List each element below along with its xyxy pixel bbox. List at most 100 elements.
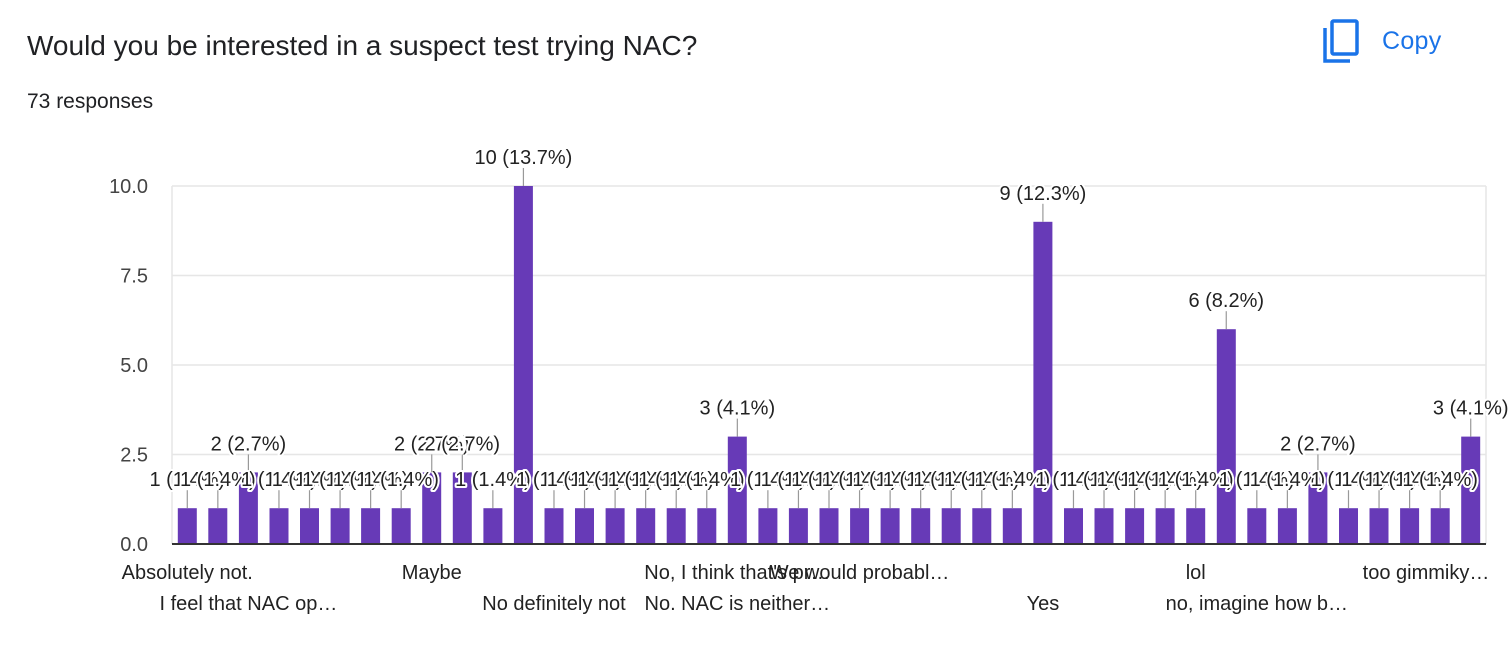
y-tick-label: 2.5 — [120, 445, 148, 467]
chart-bars — [177, 186, 1481, 545]
bar — [177, 508, 197, 544]
y-tick-label: 0.0 — [120, 534, 148, 556]
bar — [1216, 329, 1236, 544]
bar — [483, 508, 503, 544]
bar — [208, 508, 228, 544]
data-label: 10 (13.7%) — [474, 147, 572, 169]
bar — [941, 508, 961, 544]
bar — [300, 508, 319, 544]
x-category-label: We would probabl… — [770, 562, 950, 584]
data-label: 1 (1.4%) — [272, 469, 348, 491]
data-label: 2 (2.7%) — [394, 433, 470, 455]
bar — [1033, 221, 1053, 545]
bar — [330, 508, 350, 544]
data-label: 1 (1.4%) — [913, 469, 989, 491]
data-label: 1 (1.4%) — [577, 469, 653, 491]
data-label: 1 (1.4%) — [363, 469, 439, 491]
data-label: 1 (1.4%) — [822, 469, 898, 491]
chart-axes: 0.0 2.5 5.0 7.5 10.0 — [109, 176, 1486, 556]
bar — [880, 508, 900, 544]
bar — [1461, 436, 1481, 544]
data-label: 1 (1.4%) — [791, 469, 867, 491]
response-count: 73 responses — [27, 90, 154, 113]
x-category-label: Yes — [1027, 593, 1060, 615]
bar — [636, 508, 656, 544]
chart-x-axis-labels: Absolutely not. I feel that NAC op… Maybe N… — [122, 562, 1490, 615]
data-label: 1 (1.4%) — [1250, 469, 1326, 491]
bar — [911, 508, 931, 544]
y-tick-label: 7.5 — [120, 266, 148, 288]
bar — [269, 508, 289, 544]
x-category-label: I feel that NAC op… — [159, 593, 337, 615]
x-category-label: no, imagine how b… — [1166, 593, 1348, 615]
bar — [1247, 508, 1267, 544]
bar — [1002, 508, 1022, 544]
data-label: 1 (1.4%) — [455, 469, 531, 491]
data-label: 1 (1.4%) — [516, 469, 592, 491]
bar — [1430, 508, 1450, 544]
bar — [605, 508, 625, 544]
data-label: 1 (1.4%) — [944, 469, 1020, 491]
data-label: 3 (4.1%) — [700, 398, 776, 420]
data-label: 1 (1.4%) — [1311, 469, 1387, 491]
x-category-label: No definitely not — [482, 593, 626, 615]
chart-data-labels: 1 (1.4%)1 (1.4%)2 (2.7%)1 (1.4%)1 (1.4%)… — [147, 145, 1511, 509]
bar — [544, 508, 564, 544]
data-label: 9 (12.3%) — [1000, 183, 1087, 205]
x-category-label: lol — [1186, 562, 1206, 584]
data-label: 1 (1.4%) — [669, 469, 745, 491]
bar — [1339, 508, 1358, 544]
data-label: 1 (1.4%) — [761, 469, 837, 491]
bar — [452, 472, 472, 544]
bar — [1308, 472, 1328, 544]
data-label: 1 (1.4%) — [883, 469, 959, 491]
x-category-label: No, I think that's pr… — [644, 562, 830, 584]
data-label: 3 (4.1%) — [1433, 398, 1509, 420]
copy-icon — [1323, 19, 1359, 63]
x-category-label: No. NAC is neither… — [645, 593, 831, 615]
bar — [1400, 508, 1420, 544]
bar — [819, 508, 839, 544]
bar — [422, 472, 442, 544]
bar — [513, 186, 533, 544]
bar — [1125, 508, 1145, 544]
data-label: 1 (1.4%) — [730, 469, 806, 491]
data-label: 1 (1.4%) — [1097, 469, 1173, 491]
chart-gridlines — [171, 185, 1487, 544]
y-tick-label: 5.0 — [120, 355, 148, 377]
bar — [361, 508, 381, 544]
data-label: 1 (1.4%) — [608, 469, 684, 491]
bar — [697, 508, 717, 544]
data-label: 1 (1.4%) — [975, 469, 1051, 491]
bar — [1369, 508, 1389, 544]
data-label: 2 (2.7%) — [425, 433, 501, 455]
bar — [972, 508, 992, 544]
data-label: 1 (1.4%) — [1372, 469, 1448, 491]
data-label: 1 (1.4%) — [1127, 469, 1203, 491]
data-label: 1 (1.4%) — [180, 469, 256, 491]
x-category-label: Absolutely not. — [122, 562, 253, 584]
bar — [391, 508, 411, 544]
copy-button-label: Copy — [1382, 26, 1442, 55]
x-category-label: too gimmiky… — [1363, 562, 1490, 584]
bar — [666, 508, 686, 544]
data-label: 1 (1.4%) — [1158, 469, 1234, 491]
x-category-label: Maybe — [402, 562, 462, 584]
data-label: 2 (2.7%) — [1280, 433, 1356, 455]
data-label: 1 (1.4%) — [1066, 469, 1142, 491]
copy-button[interactable]: Copy — [1322, 18, 1472, 64]
data-label: 1 (1.4%) — [333, 469, 409, 491]
data-label: 1 (1.4%) — [1036, 469, 1112, 491]
data-label: 1 (1.4%) — [1341, 469, 1417, 491]
data-label: 1 (1.4%) — [302, 469, 378, 491]
data-label: 1 (1.4%) — [1402, 469, 1478, 491]
bar — [1155, 508, 1175, 544]
bar — [1094, 508, 1114, 544]
y-tick-label: 10.0 — [109, 176, 148, 198]
data-label: 6 (8.2%) — [1188, 290, 1264, 312]
bar — [758, 508, 778, 544]
data-label: 1 (1.4%) — [1219, 469, 1295, 491]
bar — [575, 508, 594, 544]
data-label: 2 (2.7%) — [211, 433, 287, 455]
